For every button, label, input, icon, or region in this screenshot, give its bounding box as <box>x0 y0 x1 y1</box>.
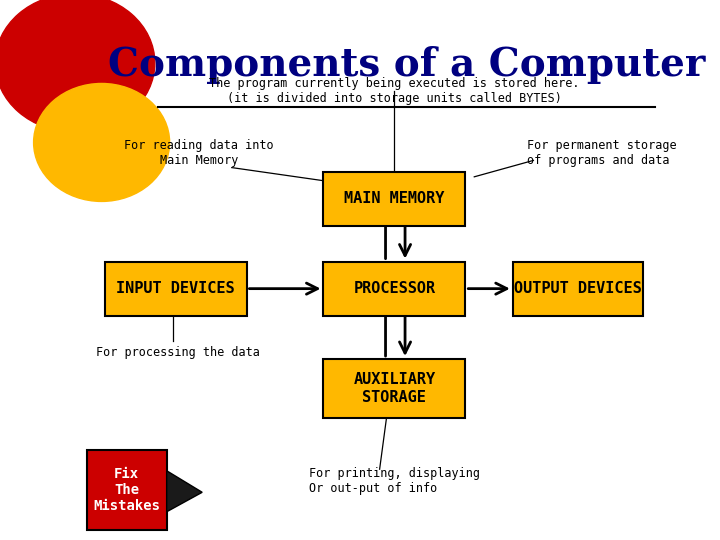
Circle shape <box>0 0 155 132</box>
Text: OUTPUT DEVICES: OUTPUT DEVICES <box>514 281 642 296</box>
Text: For permanent storage
of programs and data: For permanent storage of programs and da… <box>528 139 677 167</box>
Text: Fix
The
Mistakes: Fix The Mistakes <box>94 467 161 513</box>
FancyBboxPatch shape <box>323 359 465 418</box>
Text: Components of a Computer: Components of a Computer <box>107 46 705 84</box>
FancyBboxPatch shape <box>323 262 465 315</box>
Polygon shape <box>166 471 202 512</box>
FancyBboxPatch shape <box>104 262 246 315</box>
FancyBboxPatch shape <box>323 172 465 226</box>
Text: AUXILIARY
STORAGE: AUXILIARY STORAGE <box>354 373 436 405</box>
FancyBboxPatch shape <box>87 450 166 530</box>
Text: INPUT DEVICES: INPUT DEVICES <box>116 281 235 296</box>
Text: For printing, displaying
Or out-put of info: For printing, displaying Or out-put of i… <box>309 467 480 495</box>
Text: PROCESSOR: PROCESSOR <box>354 281 436 296</box>
Text: MAIN MEMORY: MAIN MEMORY <box>344 191 444 206</box>
Text: The program currently being executed is stored here.
(it is divided into storage: The program currently being executed is … <box>209 77 580 105</box>
Circle shape <box>34 84 170 201</box>
FancyBboxPatch shape <box>513 262 643 315</box>
Text: For reading data into
Main Memory: For reading data into Main Memory <box>125 139 274 167</box>
Text: For processing the data: For processing the data <box>96 346 260 359</box>
